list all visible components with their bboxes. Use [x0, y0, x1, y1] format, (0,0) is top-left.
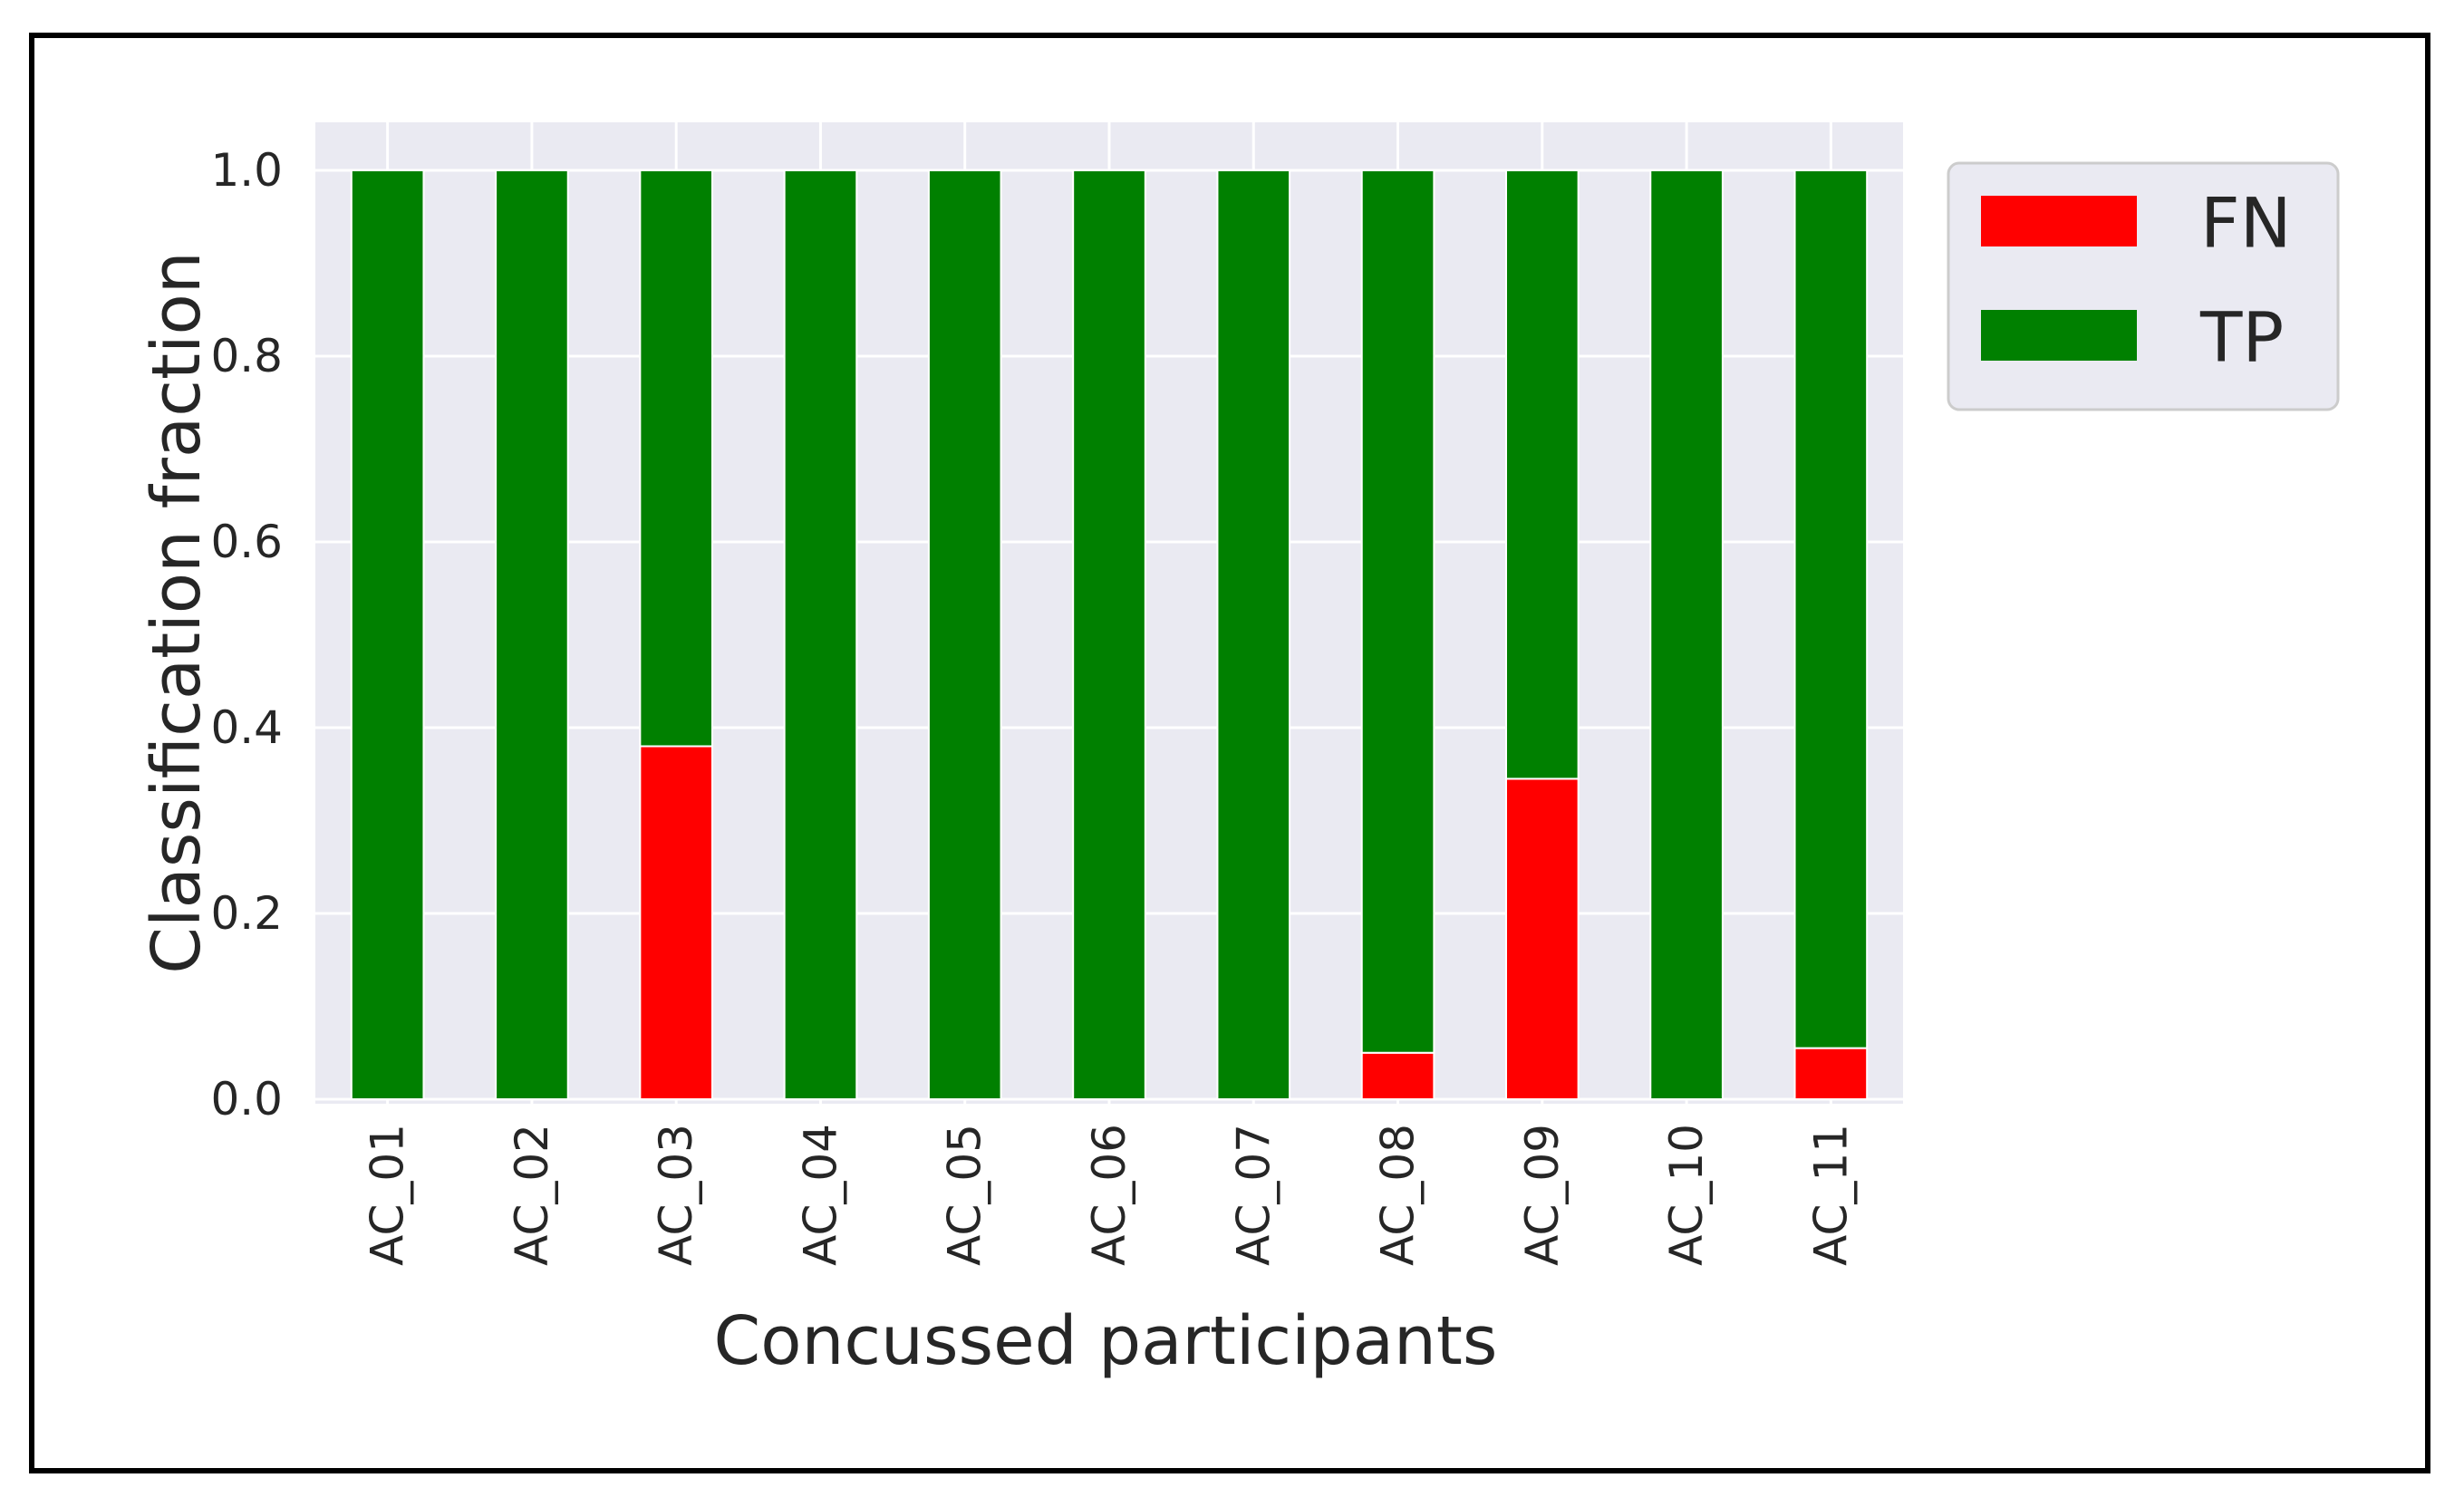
legend: FN TP [1947, 161, 2340, 411]
legend-label-fn: FN [2200, 183, 2292, 264]
bar-fn-ac_08 [1360, 1051, 1435, 1100]
x-tick-label: AC_11 [1804, 1124, 1857, 1266]
bar-tp-ac_02 [495, 169, 569, 1100]
y-axis-label: Classification fraction [138, 251, 216, 973]
bar-tp-ac_08 [1360, 169, 1435, 1054]
legend-label-tp: TP [2199, 297, 2284, 378]
x-axis-label: Concussed participants [714, 1302, 1498, 1380]
x-tick-label: AC_09 [1516, 1124, 1569, 1266]
x-axis-ticks: AC_01 AC_02 AC_03 AC_04 AC_05 AC_06 AC_07 AC_08… [362, 1124, 1858, 1266]
x-tick-label: AC_08 [1372, 1124, 1425, 1266]
y-tick-label: 1.0 [210, 144, 283, 197]
x-tick-label: AC_10 [1660, 1124, 1713, 1266]
bar-tp-ac_07 [1216, 169, 1291, 1100]
x-tick-label: AC_04 [794, 1124, 846, 1266]
y-tick-label: 0.2 [210, 887, 283, 940]
bars [350, 169, 1869, 1100]
bar-tp-ac_03 [639, 169, 714, 748]
bar-fn-ac_09 [1505, 778, 1580, 1100]
x-tick-label: AC_03 [650, 1124, 702, 1266]
y-axis-ticks: 0.0 0.2 0.4 0.6 0.8 1.0 [210, 144, 283, 1125]
bar-fn-ac_11 [1793, 1047, 1869, 1100]
bar-tp-ac_09 [1505, 169, 1580, 780]
y-tick-label: 0.6 [210, 516, 283, 568]
y-tick-label: 0.4 [210, 701, 283, 754]
bar-tp-ac_05 [927, 169, 1002, 1100]
y-tick-label: 0.8 [210, 330, 283, 382]
x-tick-label: AC_05 [939, 1124, 991, 1266]
bar-tp-ac_10 [1649, 169, 1724, 1100]
y-tick-label: 0.0 [210, 1073, 283, 1125]
bar-tp-ac_01 [350, 169, 425, 1100]
x-tick-label: AC_07 [1227, 1124, 1280, 1266]
x-tick-label: AC_06 [1083, 1124, 1135, 1266]
bar-tp-ac_06 [1072, 169, 1146, 1100]
bar-tp-ac_11 [1793, 169, 1869, 1049]
x-tick-label: AC_02 [506, 1124, 558, 1266]
legend-swatch-tp [1981, 310, 2137, 361]
bar-fn-ac_03 [639, 745, 714, 1100]
legend-swatch-fn [1981, 196, 2137, 246]
x-tick-label: AC_01 [362, 1124, 414, 1266]
bar-tp-ac_04 [783, 169, 858, 1100]
